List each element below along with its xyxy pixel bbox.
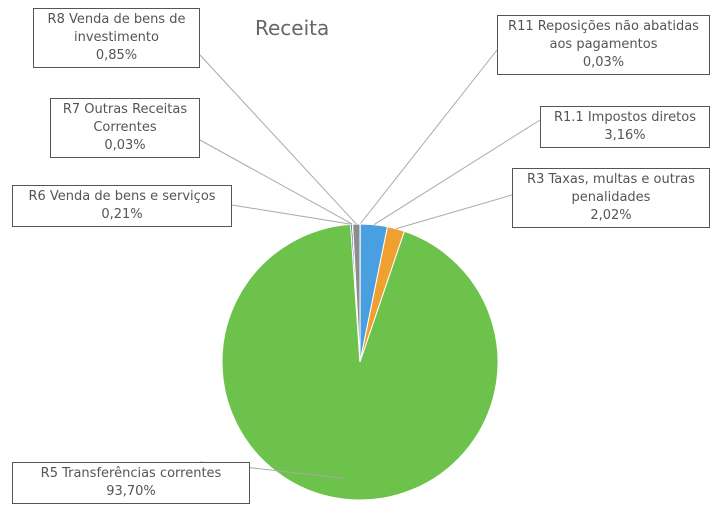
data-label: R1.1 Impostos diretos 3,16% — [540, 106, 710, 148]
leader-line — [199, 139, 353, 225]
label-value: 0,03% — [582, 55, 625, 70]
label-value: 0,03% — [104, 138, 146, 153]
label-name: R7 Outras Receitas Correntes — [62, 102, 188, 135]
data-label: R7 Outras Receitas Correntes 0,03% — [50, 98, 200, 158]
label-value: 3,16% — [604, 128, 646, 143]
chart-title: Receita — [255, 16, 330, 40]
leader-line — [231, 204, 352, 225]
label-value: 2,02% — [590, 208, 632, 223]
data-label: R8 Venda de bens de investimento 0,85% — [33, 8, 200, 68]
data-label: R11 Reposições não abatidas aos pagament… — [497, 15, 710, 75]
label-name: R8 Venda de bens de investimento — [47, 12, 186, 45]
label-name: R11 Reposições não abatidas aos pagament… — [508, 19, 699, 52]
leader-line — [359, 49, 498, 225]
label-value: 93,70% — [106, 484, 156, 499]
data-label: R3 Taxas, multas e outras penalidades 2,0… — [512, 168, 710, 228]
leader-line — [373, 119, 541, 226]
leader-line — [199, 54, 357, 225]
label-name: R6 Venda de bens e serviços — [28, 189, 216, 204]
label-name: R1.1 Impostos diretos — [553, 110, 697, 125]
pie-slice — [221, 223, 499, 501]
leader-line — [395, 194, 513, 230]
label-value: 0,85% — [95, 48, 138, 63]
label-value: 0,21% — [101, 207, 143, 222]
label-name: R3 Taxas, multas e outras penalidades — [527, 172, 695, 205]
label-name: R5 Transferências correntes — [40, 466, 222, 481]
data-label: R6 Venda de bens e serviços 0,21% — [12, 185, 232, 227]
data-label: R5 Transferências correntes 93,70% — [12, 462, 250, 504]
